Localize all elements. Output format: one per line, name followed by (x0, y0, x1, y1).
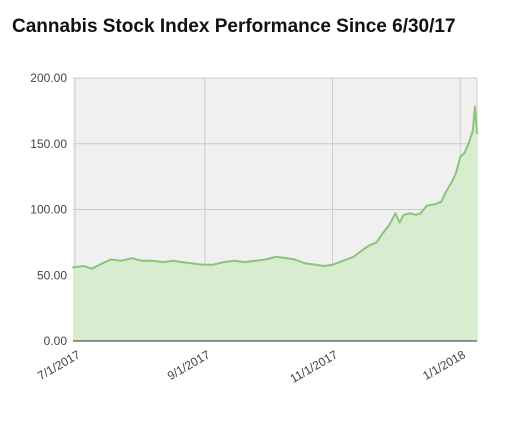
data-point (101, 262, 104, 265)
data-point (212, 263, 215, 266)
data-point (331, 263, 334, 266)
data-point (109, 258, 112, 261)
data-point (275, 255, 277, 258)
data-point (419, 212, 422, 215)
data-point (120, 259, 123, 262)
data-point (72, 266, 74, 269)
y-tick-label: 150.00 (30, 137, 67, 151)
x-tick-label: 11/1/2017 (288, 347, 341, 386)
y-axis-ticks: 0.00 50.00 100.00 150.00 200.00 (30, 71, 67, 348)
data-point (352, 255, 355, 258)
data-point (415, 213, 418, 216)
data-point (394, 212, 397, 215)
data-point (304, 262, 307, 265)
data-point (425, 204, 428, 207)
data-point (151, 259, 154, 262)
series-line (72, 105, 478, 270)
data-point (191, 262, 194, 265)
data-point (455, 171, 458, 174)
data-points (72, 105, 478, 270)
data-point (363, 247, 365, 250)
series-area-fill (73, 106, 477, 342)
data-point (201, 263, 204, 266)
data-point (243, 261, 246, 264)
data-point (342, 259, 344, 262)
x-axis-ticks: 7/1/2017 9/1/2017 11/1/2017 1/1/2018 (35, 347, 468, 386)
data-point (440, 200, 443, 203)
data-point (254, 259, 257, 262)
data-point (314, 263, 317, 266)
data-point (180, 261, 183, 264)
data-point (459, 155, 462, 158)
data-point (444, 191, 447, 194)
x-tick-label: 7/1/2017 (35, 347, 83, 383)
data-point (381, 232, 384, 235)
data-point (450, 180, 453, 183)
data-point (82, 265, 85, 267)
y-tick-label: 200.00 (30, 71, 67, 85)
data-point (434, 203, 437, 206)
y-tick-label: 100.00 (30, 203, 67, 217)
x-tick-label: 1/1/2018 (420, 347, 468, 383)
data-point (409, 212, 411, 215)
data-point (375, 241, 378, 244)
data-point (285, 257, 288, 260)
data-point (471, 129, 474, 132)
data-point (369, 244, 372, 246)
data-point (463, 152, 466, 154)
data-point (476, 132, 478, 135)
data-point (398, 221, 401, 224)
data-point (162, 261, 164, 264)
data-point (473, 105, 476, 108)
chart-title: Cannabis Stock Index Performance Since 6… (12, 16, 456, 37)
y-tick-label: 0.00 (44, 334, 68, 348)
data-point (323, 265, 326, 267)
data-point (172, 259, 175, 262)
data-point (293, 258, 296, 261)
x-tick-label: 9/1/2017 (165, 347, 213, 383)
data-point (130, 257, 133, 260)
data-point (233, 259, 236, 262)
data-point (90, 267, 93, 270)
data-point (388, 224, 391, 227)
data-point (402, 213, 405, 216)
data-point (264, 258, 267, 261)
y-tick-label: 50.00 (37, 268, 67, 282)
data-point (467, 142, 470, 145)
data-point (141, 259, 144, 262)
data-point (222, 261, 225, 264)
